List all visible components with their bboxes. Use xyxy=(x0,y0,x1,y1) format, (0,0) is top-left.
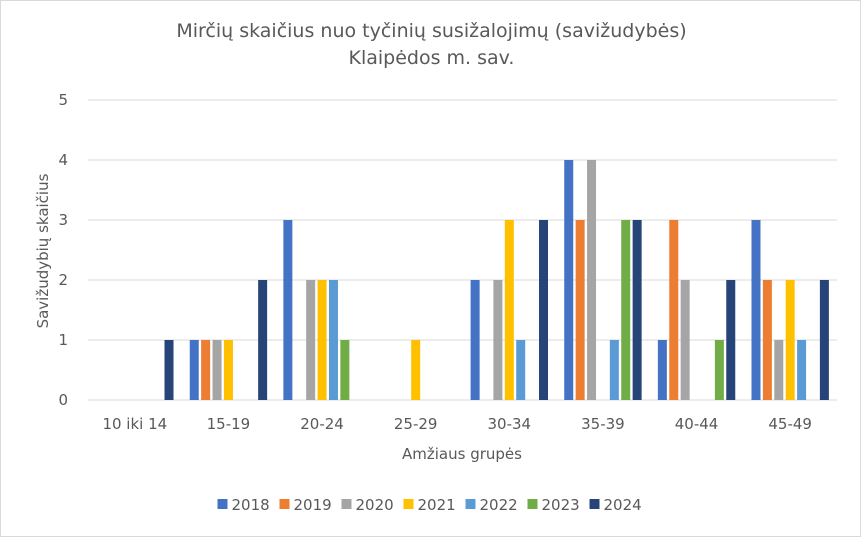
bar xyxy=(609,340,619,400)
x-tick-label: 20-24 xyxy=(300,415,344,433)
legend-swatch xyxy=(403,499,414,509)
bar xyxy=(212,340,222,400)
bar xyxy=(564,160,574,400)
legend-swatch xyxy=(527,499,538,509)
y-tick-label: 2 xyxy=(58,271,68,289)
legend-label: 2020 xyxy=(356,496,394,514)
y-tick-label: 5 xyxy=(58,91,68,109)
bar xyxy=(189,340,199,400)
x-tick-label: 40-44 xyxy=(675,415,719,433)
legend-swatch xyxy=(589,499,600,509)
bar xyxy=(714,340,724,400)
legend-label: 2019 xyxy=(294,496,332,514)
legend-swatch xyxy=(465,499,476,509)
x-tick-label: 25-29 xyxy=(394,415,438,433)
axis-ticks: 0 1 2 3 4 5 10 iki 14 15-19 20-24 25-29 30-34 35-39… xyxy=(58,91,812,433)
bar xyxy=(762,280,772,400)
bar xyxy=(575,220,585,400)
bar xyxy=(201,340,211,400)
y-tick-label: 0 xyxy=(58,391,68,409)
legend-label: 2021 xyxy=(418,496,456,514)
legend-label: 2024 xyxy=(604,496,642,514)
bars xyxy=(164,160,829,400)
bar xyxy=(774,340,784,400)
y-axis-title: Savižudybių skaičius xyxy=(34,173,52,328)
legend-label: 2018 xyxy=(232,496,270,514)
y-tick-label: 3 xyxy=(58,211,68,229)
bar xyxy=(164,340,174,400)
chart-title-line-1: Mirčių skaičius nuo tyčinių susižalojimų… xyxy=(176,20,687,42)
bar xyxy=(785,280,795,400)
bar xyxy=(632,220,642,400)
x-tick-label: 15-19 xyxy=(207,415,251,433)
bar xyxy=(504,220,514,400)
bar xyxy=(539,220,549,400)
bar xyxy=(797,340,807,400)
legend-swatch xyxy=(279,499,290,509)
bar xyxy=(493,280,503,400)
bar xyxy=(340,340,350,400)
y-tick-label: 4 xyxy=(58,151,68,169)
legend-swatch xyxy=(217,499,228,509)
x-tick-label: 10 iki 14 xyxy=(102,415,167,433)
x-tick-label: 30-34 xyxy=(488,415,532,433)
bar xyxy=(283,220,293,400)
bar xyxy=(317,280,327,400)
bar xyxy=(657,340,667,400)
gridlines xyxy=(88,99,837,401)
x-axis-title: Amžiaus grupės xyxy=(402,445,522,463)
bar xyxy=(516,340,526,400)
legend: 2018 2019 2020 2021 2022 2023 2024 xyxy=(217,496,642,514)
bar xyxy=(819,280,829,400)
bar xyxy=(621,220,631,400)
chart-title-line-2: Klaipėdos m. sav. xyxy=(348,47,515,69)
x-tick-label: 45-49 xyxy=(768,415,812,433)
chart-title: Mirčių skaičius nuo tyčinių susižalojimų… xyxy=(1,18,861,72)
bar xyxy=(470,280,480,400)
legend-label: 2022 xyxy=(480,496,518,514)
legend-label: 2023 xyxy=(542,496,580,514)
bar xyxy=(587,160,597,400)
x-tick-label: 35-39 xyxy=(581,415,625,433)
legend-swatch xyxy=(341,499,352,509)
y-tick-label: 1 xyxy=(58,331,68,349)
bar xyxy=(223,340,233,400)
bar xyxy=(669,220,679,400)
bar xyxy=(726,280,736,400)
bar xyxy=(751,220,761,400)
bar xyxy=(680,280,690,400)
bar xyxy=(258,280,268,400)
bar xyxy=(411,340,421,400)
bar xyxy=(306,280,316,400)
bar xyxy=(328,280,338,400)
